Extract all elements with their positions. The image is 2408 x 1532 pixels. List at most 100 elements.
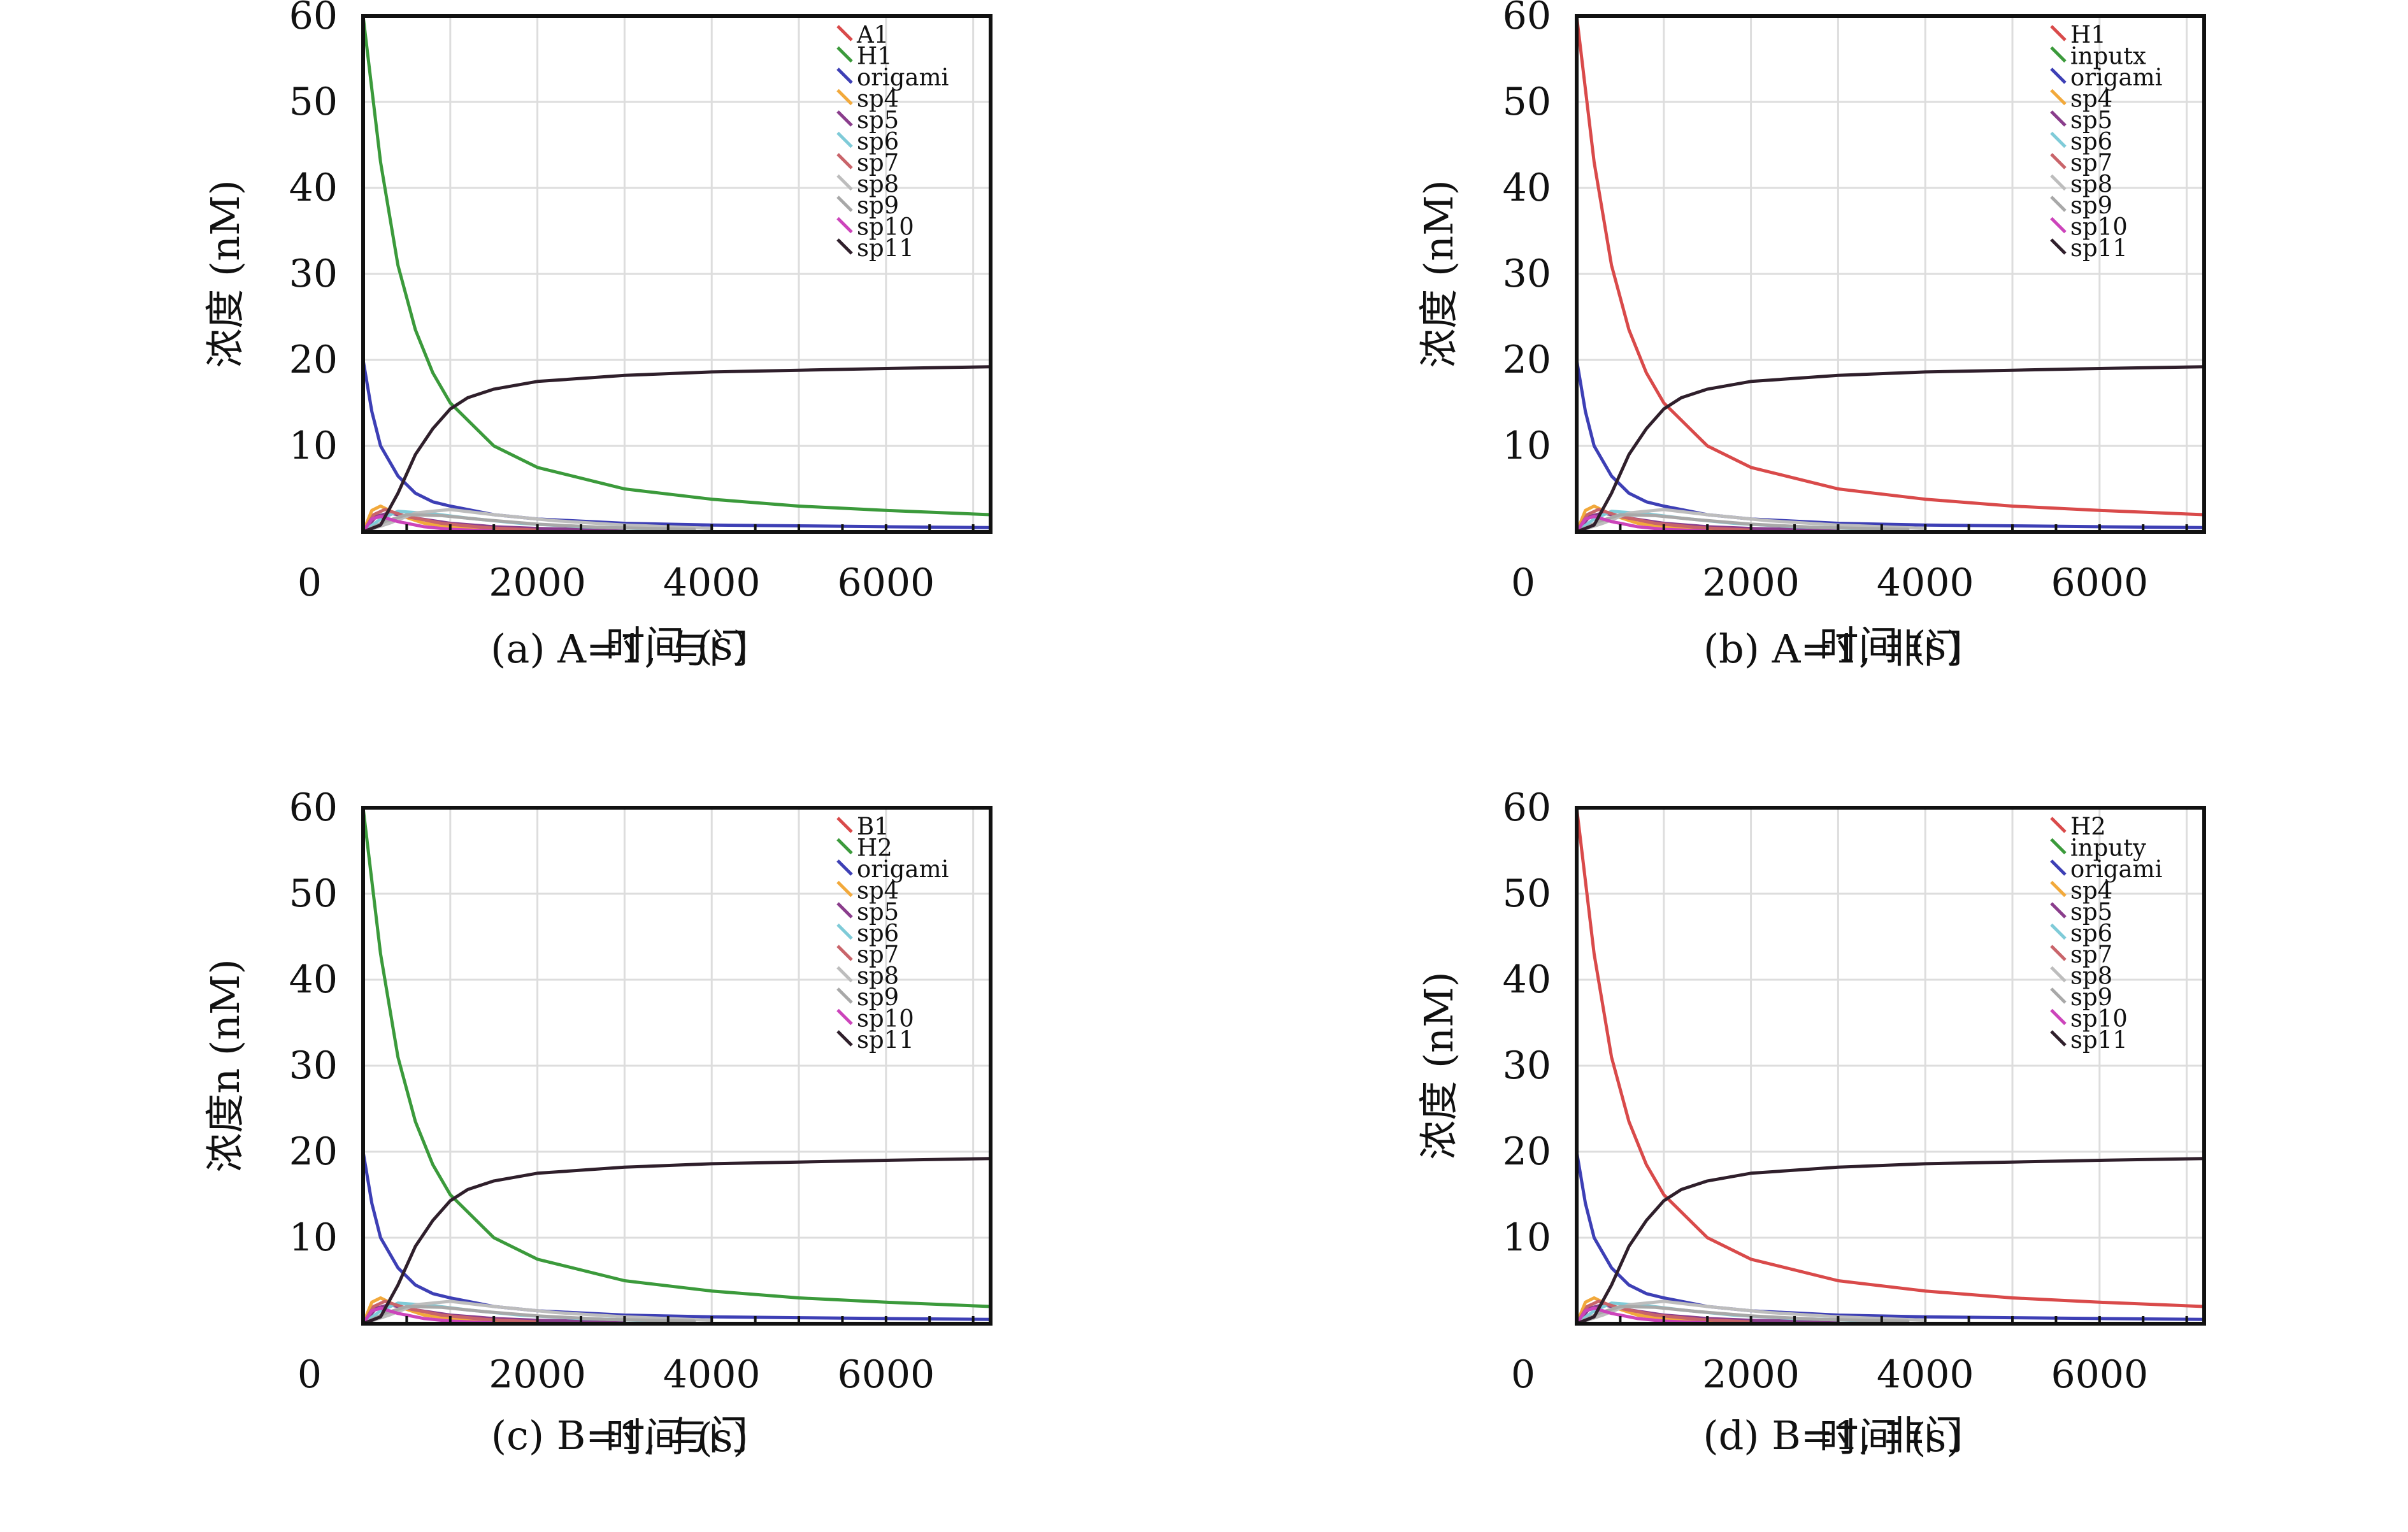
legend-swatch — [836, 966, 853, 983]
legend: H1inputxorigamisp4sp5sp6sp7sp8sp9sp10sp1… — [2050, 21, 2162, 262]
legend-swatch — [2050, 987, 2067, 1004]
legend-label-sp7: sp7 — [857, 149, 899, 176]
legend-swatch — [836, 68, 853, 84]
y-tick-label: 50 — [289, 80, 338, 124]
legend: H2inputyorigamisp4sp5sp6sp7sp8sp9sp10sp1… — [2050, 813, 2162, 1054]
y-tick-label: 50 — [289, 871, 338, 916]
series-line-sp11 — [361, 365, 993, 534]
legend-swatch — [836, 880, 853, 898]
legend-label-sp10: sp10 — [857, 1005, 914, 1033]
legend-label-sp10: sp10 — [2070, 213, 2128, 241]
legend-label-H2: H2 — [2070, 813, 2106, 840]
panel-caption: (c) B=1, 与门 — [491, 1412, 748, 1459]
legend-swatch — [2050, 153, 2067, 169]
legend-label-sp9: sp9 — [2070, 984, 2112, 1011]
legend-label-H2: H2 — [857, 834, 892, 862]
y-axis-title: 浓度 (nM) — [1415, 971, 1462, 1160]
x-axis-title: 时间 (s) — [606, 622, 749, 669]
series-line-H1 — [1575, 14, 2206, 517]
x-tick-label: 6000 — [2051, 1352, 2148, 1397]
x-tick-label: 4000 — [1877, 1352, 1974, 1397]
y-tick-label: 10 — [289, 1215, 338, 1260]
legend-swatch — [836, 945, 853, 961]
legend-label-sp11: sp11 — [857, 1026, 914, 1054]
y-tick-label: 60 — [1503, 0, 1551, 38]
y-tick-label: 10 — [1503, 1215, 1551, 1260]
x-axis-title: 时间 (s) — [1819, 1414, 1962, 1461]
legend-label-sp9: sp9 — [2070, 192, 2112, 219]
series-line-origami — [361, 358, 993, 529]
legend-swatch — [836, 46, 853, 63]
legend-label-origami: origami — [857, 855, 949, 883]
series-line-H2 — [1575, 806, 2206, 1308]
x-tick-label: 6000 — [837, 1352, 935, 1397]
y-tick-label: 30 — [1503, 252, 1551, 296]
x-axis-title: 时间 (s) — [1819, 622, 1962, 669]
x-tick-label: 4000 — [1877, 561, 1974, 605]
y-tick-label: 30 — [289, 252, 338, 296]
x-tick-label: 2000 — [1702, 1352, 1800, 1397]
legend-swatch — [836, 217, 853, 234]
legend-swatch — [836, 817, 853, 833]
legend-label-B1: B1 — [857, 813, 889, 840]
y-tick-label: 40 — [1503, 166, 1551, 210]
legend-swatch — [836, 25, 853, 41]
legend-swatch — [2050, 859, 2067, 876]
y-tick-label: 50 — [1503, 871, 1551, 916]
legend-label-sp11: sp11 — [2070, 234, 2128, 262]
legend-label-sp8: sp8 — [857, 963, 899, 990]
plot-frame — [361, 806, 993, 1326]
legend-label-sp6: sp6 — [2070, 128, 2112, 155]
legend-label-H1: H1 — [2070, 21, 2106, 48]
legend-label-origami: origami — [857, 64, 949, 91]
legend-swatch — [2050, 817, 2067, 833]
legend-swatch — [2050, 945, 2067, 961]
y-tick-label: 20 — [289, 1129, 338, 1174]
legend-label-H1: H1 — [857, 43, 892, 70]
legend-label-sp7: sp7 — [2070, 941, 2112, 968]
legend-swatch — [2050, 902, 2067, 919]
x-tick-label: 2000 — [489, 1352, 586, 1397]
legend-label-sp8: sp8 — [2070, 171, 2112, 198]
y-tick-label: 10 — [289, 424, 338, 468]
legend-label-origami: origami — [2070, 64, 2162, 91]
legend-swatch — [2050, 46, 2067, 63]
y-tick-label: 40 — [289, 166, 338, 210]
panel-caption: (a) A=1, 与门 — [491, 626, 749, 672]
legend-swatch — [2050, 966, 2067, 983]
legend-swatch — [2050, 880, 2067, 898]
legend-swatch — [2050, 196, 2067, 212]
legend-label-sp4: sp4 — [2070, 877, 2112, 905]
legend-swatch — [836, 902, 853, 919]
y-tick-label: 60 — [289, 0, 338, 38]
legend-swatch — [2050, 1030, 2067, 1047]
legend-swatch — [836, 110, 853, 127]
legend-swatch — [2050, 131, 2067, 148]
y-tick-label: 20 — [1503, 1129, 1551, 1174]
legend-label-sp4: sp4 — [2070, 85, 2112, 113]
legend-label-sp11: sp11 — [2070, 1026, 2128, 1054]
series-line-origami — [361, 1150, 993, 1321]
legend-swatch — [836, 238, 853, 255]
legend-label-sp10: sp10 — [857, 213, 914, 241]
legend-swatch — [2050, 89, 2067, 106]
y-tick-label: 60 — [1503, 785, 1551, 830]
legend-label-sp5: sp5 — [2070, 106, 2112, 134]
legend-swatch — [2050, 25, 2067, 41]
legend-label-sp10: sp10 — [2070, 1005, 2128, 1033]
legend-swatch — [836, 196, 853, 212]
plot-frame — [1575, 806, 2206, 1326]
legend-swatch — [2050, 1008, 2067, 1026]
legend-label-sp11: sp11 — [857, 234, 914, 262]
x-tick-label: 6000 — [2051, 561, 2148, 605]
legend-label-sp8: sp8 — [857, 171, 899, 198]
legend-swatch — [2050, 923, 2067, 940]
legend-swatch — [2050, 68, 2067, 84]
legend-label-sp8: sp8 — [2070, 963, 2112, 990]
y-tick-label: 40 — [289, 957, 338, 1002]
legend-label-A1: A1 — [856, 21, 889, 48]
y-tick-label: 30 — [1503, 1043, 1551, 1088]
series-line-origami — [1575, 358, 2206, 529]
y-axis-title: 浓度 (nM) — [1415, 180, 1462, 368]
